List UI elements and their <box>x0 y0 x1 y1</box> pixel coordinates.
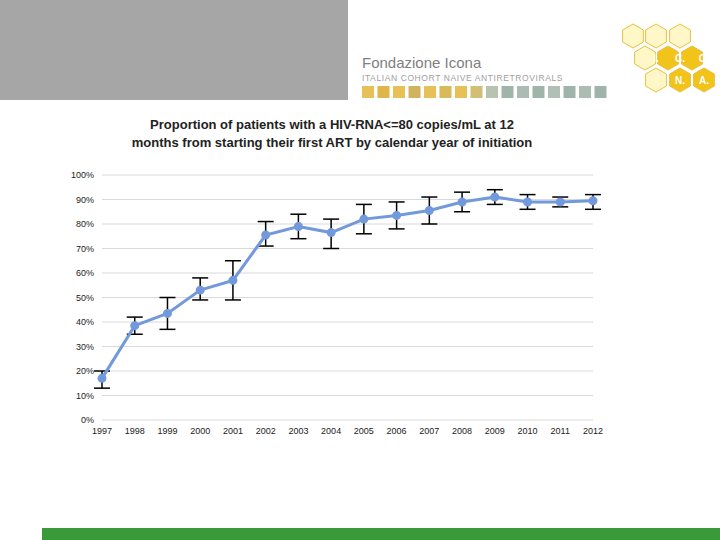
svg-text:50%: 50% <box>76 293 94 303</box>
svg-text:2005: 2005 <box>354 426 374 436</box>
svg-text:2003: 2003 <box>288 426 308 436</box>
svg-text:2008: 2008 <box>452 426 472 436</box>
svg-text:2012: 2012 <box>583 426 603 436</box>
svg-text:C.: C. <box>675 53 685 64</box>
svg-text:2011: 2011 <box>551 426 570 436</box>
svg-text:1998: 1998 <box>125 426 145 436</box>
svg-text:A.: A. <box>699 75 709 86</box>
svg-text:2002: 2002 <box>256 426 276 436</box>
svg-text:2004: 2004 <box>321 426 341 436</box>
svg-text:2000: 2000 <box>190 426 210 436</box>
svg-text:O.: O. <box>699 53 710 64</box>
svg-text:10%: 10% <box>76 391 94 401</box>
svg-text:40%: 40% <box>76 317 94 327</box>
svg-text:70%: 70% <box>76 244 94 254</box>
svg-text:20%: 20% <box>76 366 94 376</box>
svg-text:1997: 1997 <box>92 426 112 436</box>
html-text:Fondazione Icona: Fondazione Icona <box>362 54 482 71</box>
svg-text:2007: 2007 <box>419 426 439 436</box>
html-text:Proportion of patients with a: Proportion of patients with a HIV-RNA<=8… <box>131 117 533 150</box>
svg-text:2010: 2010 <box>518 426 538 436</box>
svg-text:80%: 80% <box>76 219 94 229</box>
svg-text:2006: 2006 <box>387 426 407 436</box>
svg-text:60%: 60% <box>76 268 94 278</box>
svg-text:2001: 2001 <box>223 426 243 436</box>
svg-text:30%: 30% <box>76 342 94 352</box>
svg-text:N.: N. <box>675 75 685 86</box>
svg-text:1999: 1999 <box>157 426 177 436</box>
svg-text:0%: 0% <box>81 415 94 425</box>
svg-text:100%: 100% <box>71 170 94 180</box>
svg-text:90%: 90% <box>76 195 94 205</box>
svg-text:I.: I. <box>653 53 659 64</box>
svg-text:2009: 2009 <box>485 426 505 436</box>
html-text:ITALIAN COHORT NAIVE ANTIRETRO: ITALIAN COHORT NAIVE ANTIRETROVIRALS <box>362 73 564 83</box>
